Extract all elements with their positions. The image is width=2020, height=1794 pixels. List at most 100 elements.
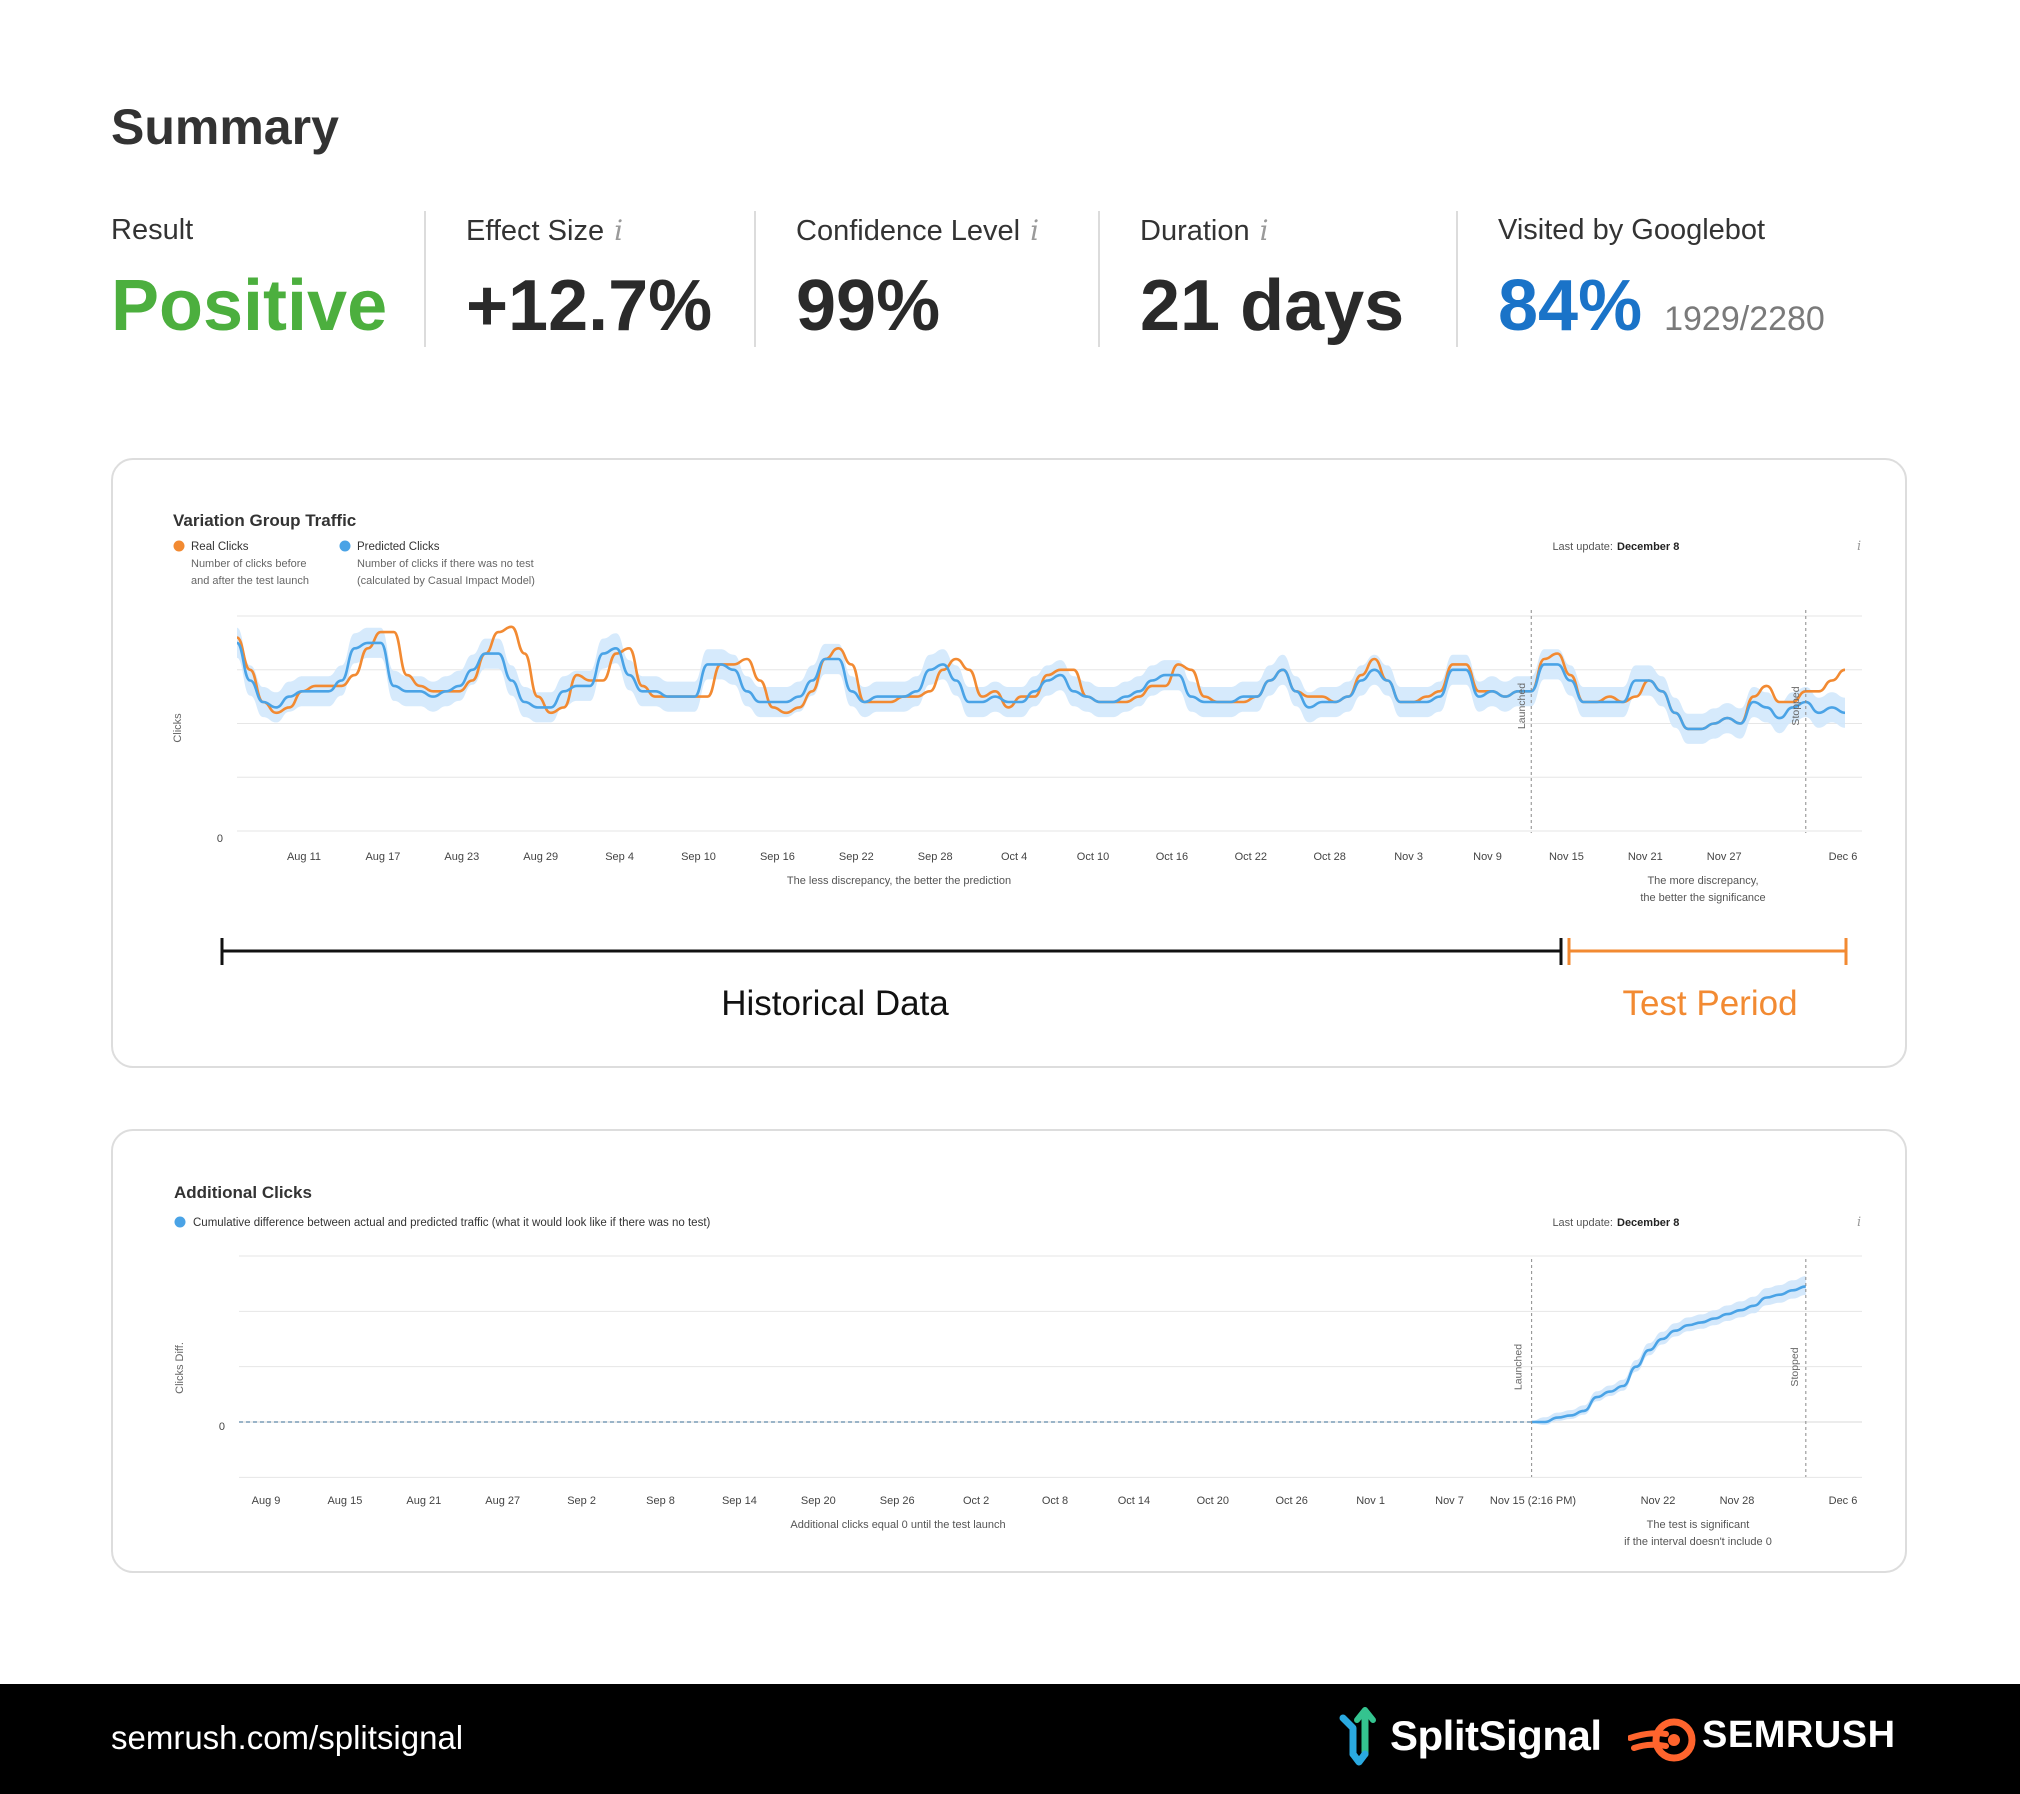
stopped-marker-label: Stopped (1790, 686, 1802, 725)
chart-note-right: The test is significant (1647, 1519, 1750, 1531)
x-tick-label: Sep 2 (567, 1495, 596, 1507)
chart-note-left: The less discrepancy, the better the pre… (787, 875, 1011, 887)
chart-note-right: if the interval doesn't include 0 (1624, 1536, 1772, 1548)
metric-duration-label: Duration (1140, 215, 1250, 247)
semrush-brand: SEMRUSH (1702, 1714, 1896, 1756)
metric-divider (754, 211, 756, 347)
x-tick-label: Oct 22 (1235, 851, 1267, 863)
metric-duration-label-row: Duration i (1140, 214, 1269, 248)
x-tick-label: Nov 3 (1394, 851, 1423, 863)
last-update-value: December 8 (1617, 541, 1679, 553)
x-tick-label: Sep 22 (839, 851, 874, 863)
legend-real-desc: and after the test launch (191, 575, 309, 587)
x-tick-label: Sep 4 (605, 851, 634, 863)
x-tick-label: Oct 14 (1118, 1495, 1150, 1507)
legend-dot-real (173, 540, 185, 552)
metric-confidence-label: Confidence Level (796, 215, 1021, 247)
legend-predicted-desc: Number of clicks if there was no test (357, 558, 534, 570)
x-tick-label: Sep 20 (801, 1495, 836, 1507)
chart-note-left: Additional clicks equal 0 until the test… (790, 1519, 1005, 1531)
chart-note-right: the better the significance (1640, 892, 1765, 904)
metric-effect-size-value: +12.7% (466, 266, 713, 346)
metric-googlebot: Visited by Googlebot 84% 1929/2280 (1498, 214, 1825, 342)
y-axis-label: Clicks (172, 713, 184, 743)
x-tick-label: Oct 4 (1001, 851, 1027, 863)
x-tick-label: Dec 6 (1829, 1495, 1858, 1507)
info-icon[interactable]: i (1857, 1215, 1861, 1230)
x-tick-label: Nov 15 (1549, 851, 1584, 863)
legend-cumulative-label: Cumulative difference between actual and… (193, 1217, 711, 1229)
x-tick-label: Sep 14 (722, 1495, 757, 1507)
launched-marker-label: Launched (1516, 683, 1528, 729)
stopped-marker-label: Stopped (1789, 1347, 1801, 1386)
y-tick-label: 0 (219, 1421, 225, 1433)
x-tick-label: Aug 11 (287, 851, 321, 863)
x-tick-label: Nov 22 (1641, 1495, 1676, 1507)
splitsignal-brand: SplitSignal (1390, 1712, 1602, 1759)
page-title: Summary (111, 99, 339, 155)
x-tick-label: Nov 9 (1473, 851, 1502, 863)
metric-googlebot-label: Visited by Googlebot (1498, 214, 1766, 246)
metric-divider (1098, 211, 1100, 347)
metric-googlebot-value: 84% (1498, 266, 1643, 346)
x-tick-label: Oct 2 (963, 1495, 989, 1507)
x-tick-label: Oct 20 (1197, 1495, 1229, 1507)
metric-divider (424, 211, 426, 347)
metric-effect-size: Effect Size i +12.7% (466, 214, 712, 342)
launched-marker-label: Launched (1513, 1344, 1525, 1390)
x-tick-label: Nov 21 (1628, 851, 1663, 863)
info-icon[interactable]: i (1030, 214, 1040, 247)
metric-googlebot-value-row: 84% 1929/2280 (1498, 270, 1825, 342)
metric-duration-value: 21 days (1140, 266, 1405, 346)
y-tick-label: 0 (217, 833, 223, 845)
x-tick-label: Aug 23 (444, 851, 479, 863)
last-update-value: December 8 (1617, 1217, 1679, 1229)
legend-dot-predicted (339, 540, 351, 552)
x-tick-label: Nov 7 (1435, 1495, 1464, 1507)
legend-real-label: Real Clicks (191, 541, 249, 553)
x-tick-label: Dec 6 (1829, 851, 1858, 863)
x-tick-label: Nov 15 (2:16 PM) (1490, 1495, 1576, 1507)
footer-url[interactable]: semrush.com/splitsignal (111, 1719, 464, 1756)
metric-result-value: Positive (111, 266, 388, 346)
x-tick-label: Sep 8 (646, 1495, 675, 1507)
y-axis-label: Clicks Diff. (174, 1342, 186, 1394)
historical-data-label: Historical Data (721, 984, 949, 1023)
info-icon[interactable]: i (614, 214, 624, 247)
metric-duration: Duration i 21 days (1140, 214, 1404, 342)
chart-note-right: The more discrepancy, (1647, 875, 1758, 887)
metric-result: Result Positive (111, 214, 387, 342)
metric-result-label: Result (111, 214, 194, 246)
x-tick-label: Nov 28 (1720, 1495, 1755, 1507)
traffic-chart-card: Variation Group Traffic Real Clicks Numb… (111, 458, 1907, 1068)
splitsignal-logo-icon (1339, 1707, 1376, 1766)
x-tick-label: Aug 27 (485, 1495, 520, 1507)
metric-effect-size-label: Effect Size (466, 215, 605, 247)
info-icon[interactable]: i (1857, 539, 1861, 554)
chart-title: Variation Group Traffic (173, 511, 356, 530)
semrush-logo-icon (1628, 1718, 1696, 1762)
x-tick-label: Aug 21 (406, 1495, 441, 1507)
additional-clicks-card: Additional Clicks Cumulative difference … (111, 1129, 1907, 1573)
metric-divider (1456, 211, 1458, 347)
x-tick-label: Aug 15 (327, 1495, 362, 1507)
traffic-chart: Variation Group Traffic Real Clicks Numb… (172, 511, 1862, 1023)
x-tick-label: Oct 26 (1275, 1495, 1307, 1507)
x-tick-label: Oct 28 (1313, 851, 1345, 863)
x-tick-label: Nov 1 (1356, 1495, 1385, 1507)
x-tick-label: Oct 16 (1156, 851, 1188, 863)
x-tick-label: Aug 9 (252, 1495, 281, 1507)
last-update-label: Last update: (1552, 541, 1613, 553)
info-icon[interactable]: i (1259, 214, 1269, 247)
confidence-interval-band (1531, 1276, 1806, 1425)
test-period-label: Test Period (1622, 984, 1797, 1023)
x-tick-label: Sep 26 (880, 1495, 915, 1507)
legend-predicted-desc: (calculated by Casual Impact Model) (357, 575, 535, 587)
legend-real-desc: Number of clicks before (191, 558, 307, 570)
x-tick-label: Aug 29 (523, 851, 558, 863)
chart-title: Additional Clicks (174, 1183, 312, 1202)
legend-predicted-label: Predicted Clicks (357, 541, 440, 553)
x-tick-label: Nov 27 (1707, 851, 1742, 863)
legend-dot-cumulative (174, 1216, 186, 1228)
additional-clicks-chart: Additional Clicks Cumulative difference … (174, 1183, 1862, 1548)
